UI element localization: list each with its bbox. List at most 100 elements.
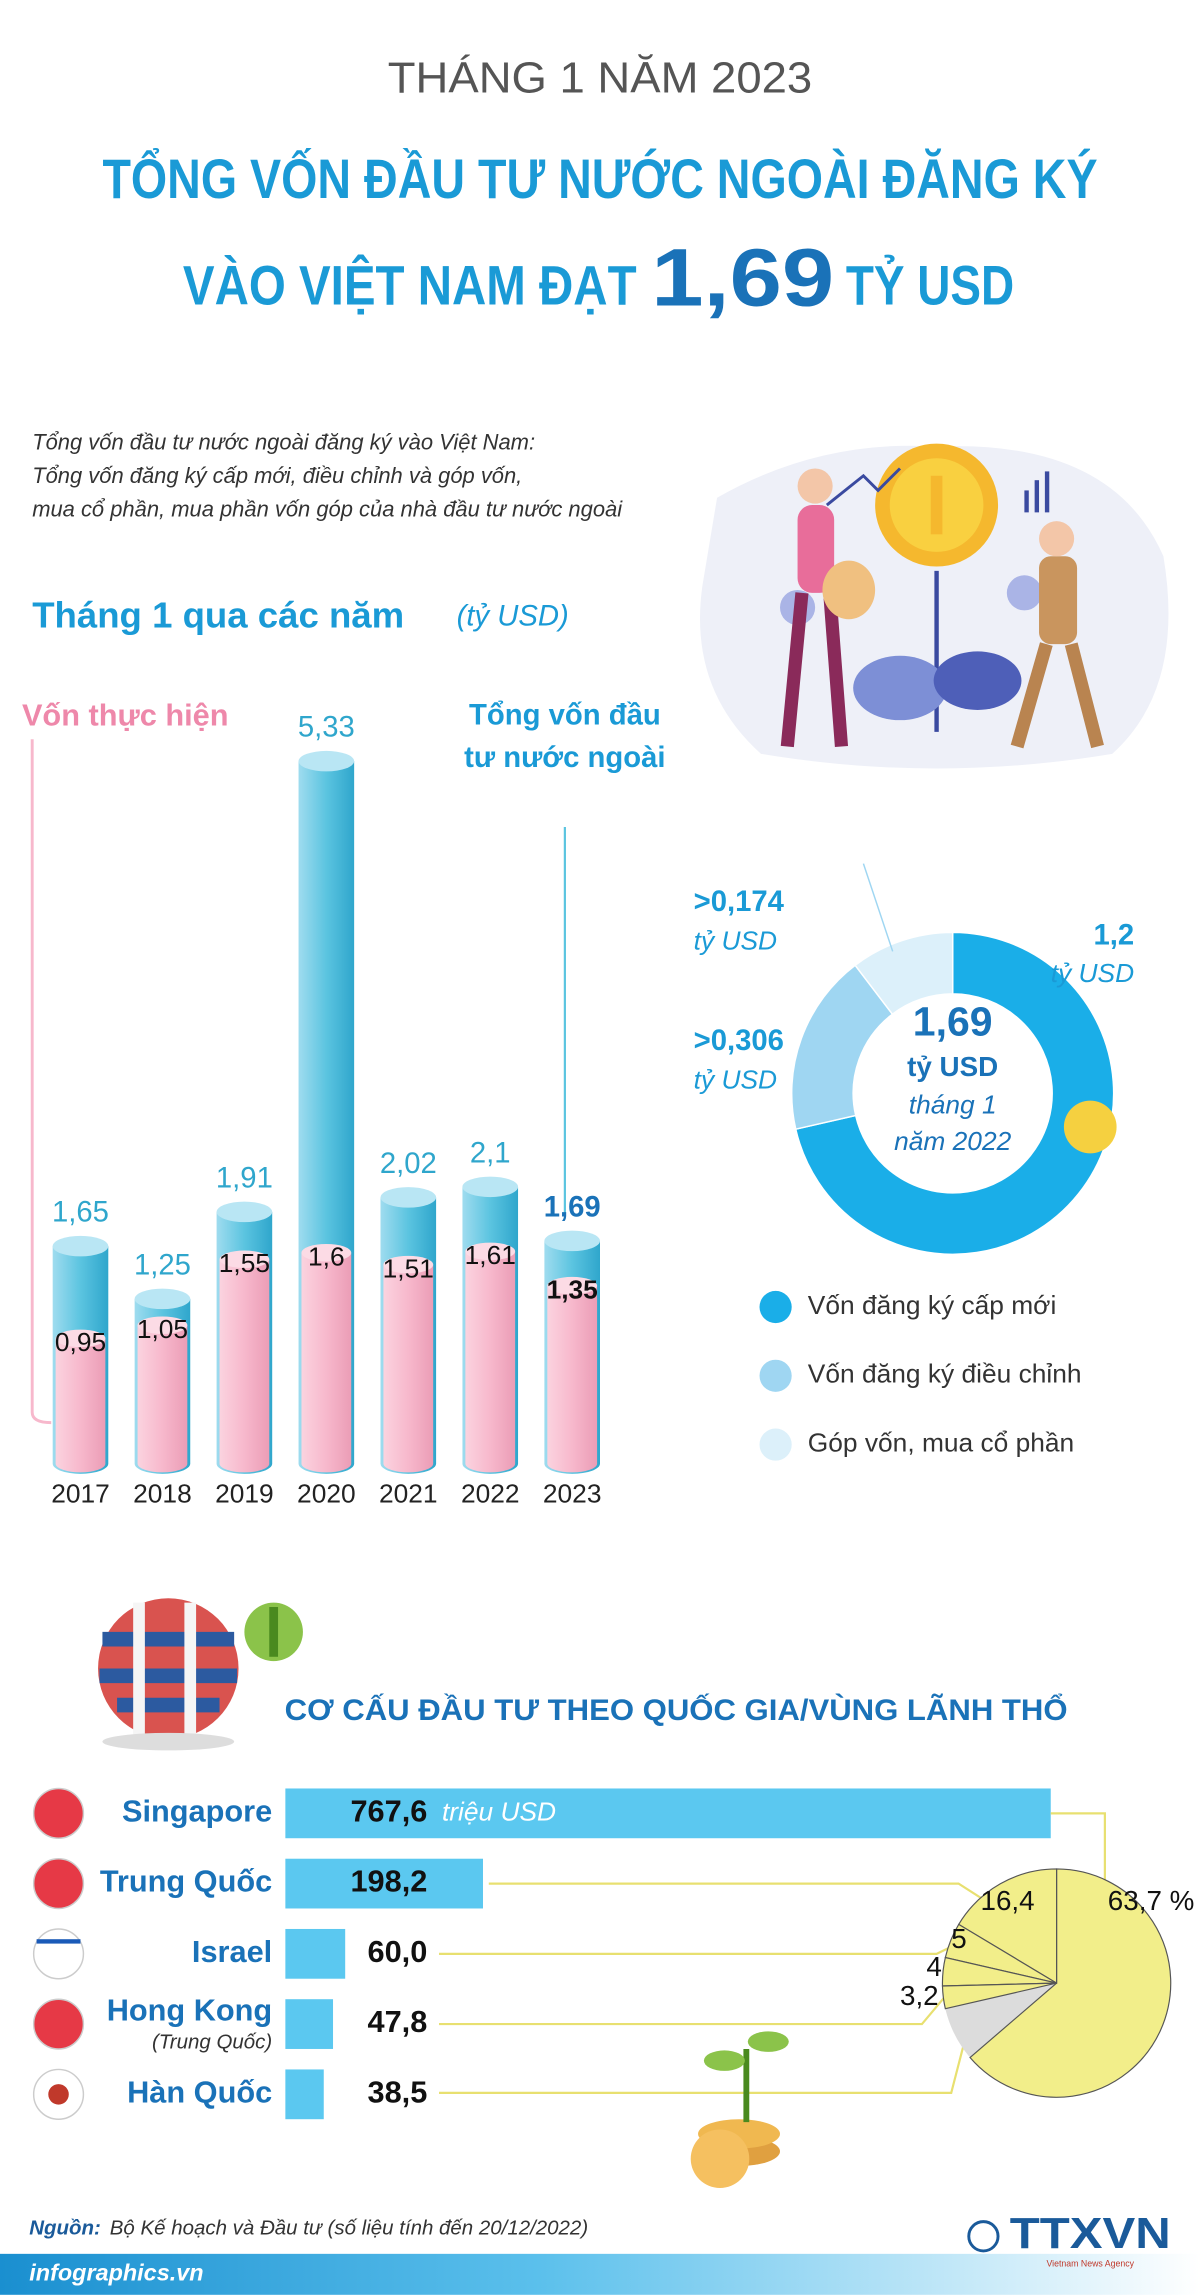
title: VÀO VIỆT NAM ĐẠT: [183, 255, 637, 317]
value-label: 1,25: [134, 1249, 191, 1281]
value-unit: tỷ USD: [694, 926, 777, 956]
copyright-icon: [967, 2220, 1000, 2253]
footer-band: [0, 2253, 1200, 2295]
value-label: 1,91: [216, 1162, 273, 1194]
x-tick-label: 2022: [461, 1479, 520, 1509]
x-tick-label: 2021: [379, 1479, 438, 1509]
bar-realized-top: [137, 1316, 188, 1334]
connector: [439, 1927, 989, 1955]
donut-slice: [794, 931, 1115, 1256]
legend-label: Góp vốn, mua cổ phần: [808, 1428, 1074, 1458]
category-note: (Trung Quốc): [152, 2031, 272, 2054]
bar-realized: [383, 1264, 434, 1473]
globe: [98, 1598, 303, 1751]
pie-slice: [941, 1982, 1057, 2010]
bar-realized-top: [547, 1276, 598, 1295]
intro-line: mua cổ phần, mua phần vốn góp của nhà đầ…: [32, 497, 623, 522]
value-label: 2,1: [470, 1137, 511, 1169]
bar-total-top: [216, 1201, 273, 1223]
value-label: 1,65: [52, 1197, 109, 1229]
illustration: [700, 443, 1169, 769]
value-label: 1,51: [383, 1253, 434, 1283]
value-label: 5,33: [298, 712, 355, 744]
value-label: 2,02: [380, 1148, 437, 1180]
legend-label: Vốn thực hiện: [22, 697, 229, 732]
intro-line: Tổng vốn đăng ký cấp mới, điều chỉnh và …: [32, 463, 522, 488]
value-label: 1,55: [219, 1248, 270, 1278]
value-label: 1,05: [137, 1314, 188, 1344]
title: TỶ USD: [846, 255, 1014, 317]
x-tick-label: 2020: [297, 1479, 356, 1509]
bar-total-top: [52, 1235, 109, 1257]
value-label: >0,174: [694, 886, 785, 918]
section-unit: (tỷ USD): [457, 600, 569, 632]
flag-dot: [48, 2084, 69, 2105]
value-label: 38,5: [368, 2074, 428, 2109]
bar: [285, 2069, 324, 2120]
bar-realized: [55, 1338, 106, 1473]
source-label: Nguồn:: [29, 2216, 101, 2239]
legend-swatch: [759, 1428, 792, 1461]
bar-realized: [465, 1251, 516, 1473]
bar-realized: [547, 1285, 598, 1473]
coin-icon: [1063, 1100, 1117, 1154]
hbar-chart: Singapore 767,6 triệu USD Trung Quốc 198,2 Is…: [32, 1787, 1106, 2120]
bar-total-top: [462, 1176, 519, 1198]
overline: THÁNG 1 NĂM 2023: [388, 53, 812, 102]
title-highlight: 1,69: [651, 233, 834, 324]
pie-chart: 63,7 % 16,4 543,2: [900, 1868, 1194, 2098]
bar: [285, 1788, 1051, 1839]
bar-total-top: [380, 1187, 437, 1208]
category-label: Israel: [192, 1934, 272, 1969]
bar: [285, 1999, 334, 2049]
bar-total-top: [298, 750, 355, 772]
bar-realized-top: [55, 1329, 106, 1348]
value-label: 1,69: [544, 1191, 601, 1223]
section-title: Tháng 1 qua các năm: [32, 594, 404, 635]
flag-stripe: [36, 1939, 81, 1944]
legend-swatch: [759, 1290, 792, 1324]
flag: [32, 1787, 85, 1839]
title: TỔNG VỐN ĐẦU TƯ NƯỚC NGOÀI ĐĂNG KÝ: [102, 148, 1097, 210]
site: infographics.vn: [29, 2260, 203, 2286]
brand: TTXVN: [1010, 2209, 1171, 2258]
brand-sub: Vietnam News Agency: [1046, 2258, 1134, 2268]
value-label: 16,4: [980, 1885, 1034, 1916]
value-label: 1,61: [465, 1240, 516, 1270]
connector: [1050, 1812, 1106, 1903]
category-label: Singapore: [122, 1793, 272, 1828]
x-tick-label: 2017: [51, 1479, 110, 1509]
value-label: 1,6: [308, 1242, 345, 1272]
source: Bộ Kế hoạch và Đầu tư (số liệu tính đến …: [110, 2216, 588, 2239]
value-unit: tỷ USD: [1051, 958, 1134, 988]
value-label: 5: [951, 1923, 966, 1954]
legend-label: Vốn đăng ký cấp mới: [808, 1290, 1057, 1320]
bar-realized-top: [301, 1243, 352, 1262]
bar-realized: [301, 1252, 352, 1473]
value-label: 3,2: [900, 1980, 939, 2011]
legend-label: Tổng vốn đầu tư nước ngoài: [464, 699, 666, 775]
pie-slice: [969, 1868, 1172, 2098]
center-unit: tỷ USD: [907, 1051, 998, 1082]
x-tick-label: 2018: [133, 1479, 192, 1509]
intro-line: Tổng vốn đầu tư nước ngoài đăng ký vào V…: [32, 429, 535, 454]
value-label: >0,306: [694, 1025, 784, 1057]
value-label: 198,2: [350, 1864, 427, 1899]
value-label: 4: [926, 1951, 941, 1982]
legend-label: Vốn đăng ký điều chỉnh: [808, 1359, 1082, 1389]
bar-chart: Vốn thực hiện Tổng vốn đầu tư nước ngoài 1…: [22, 697, 666, 1509]
bar-total-top: [544, 1230, 600, 1252]
category-label: Trung Quốc: [100, 1864, 272, 1899]
value-label: 1,35: [547, 1274, 598, 1304]
leader: [862, 863, 894, 952]
bar-realized: [137, 1325, 188, 1473]
pie-slice: [957, 1868, 1058, 1985]
flag: [32, 1928, 85, 1980]
bar-total-top: [134, 1288, 191, 1310]
donut-slice: [854, 931, 954, 1016]
center-value: 1,69: [913, 998, 993, 1044]
donut-chart: 1,2 tỷ USD Vốn đăng ký cấp mới >0,306 tỷ USD…: [694, 863, 1134, 1461]
value-unit: triệu USD: [442, 1796, 556, 1826]
value-unit: tỷ USD: [694, 1065, 777, 1095]
